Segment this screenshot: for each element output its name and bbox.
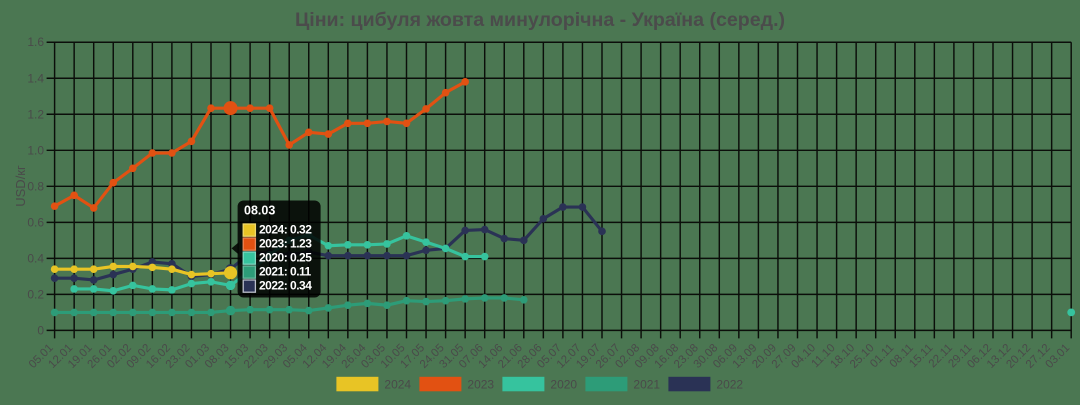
svg-text:0.4: 0.4: [27, 251, 44, 265]
svg-text:USD/кг: USD/кг: [13, 165, 28, 207]
svg-text:08.03: 08.03: [244, 204, 275, 218]
svg-text:Ціни: цибуля жовта минулорічна: Ціни: цибуля жовта минулорічна - Україна…: [295, 9, 785, 31]
svg-text:2022: 0.34: 2022: 0.34: [259, 279, 312, 293]
svg-text:1.0: 1.0: [27, 143, 44, 157]
svg-text:0: 0: [37, 323, 44, 337]
svg-text:0.2: 0.2: [27, 287, 44, 301]
svg-text:2024: 2024: [384, 378, 411, 392]
svg-text:1.6: 1.6: [27, 35, 44, 49]
svg-text:1.4: 1.4: [27, 71, 44, 85]
svg-text:2021: 0.11: 2021: 0.11: [259, 265, 312, 279]
svg-text:0.8: 0.8: [27, 179, 44, 193]
svg-text:0.6: 0.6: [27, 215, 44, 229]
svg-text:2020: 0.25: 2020: 0.25: [259, 251, 312, 265]
svg-text:2024: 0.32: 2024: 0.32: [259, 223, 312, 237]
svg-text:2021: 2021: [633, 378, 660, 392]
svg-text:2020: 2020: [550, 378, 577, 392]
svg-text:2023: 1.23: 2023: 1.23: [259, 237, 312, 251]
svg-text:2022: 2022: [716, 378, 743, 392]
svg-text:1.2: 1.2: [27, 107, 44, 121]
svg-text:2023: 2023: [467, 378, 494, 392]
